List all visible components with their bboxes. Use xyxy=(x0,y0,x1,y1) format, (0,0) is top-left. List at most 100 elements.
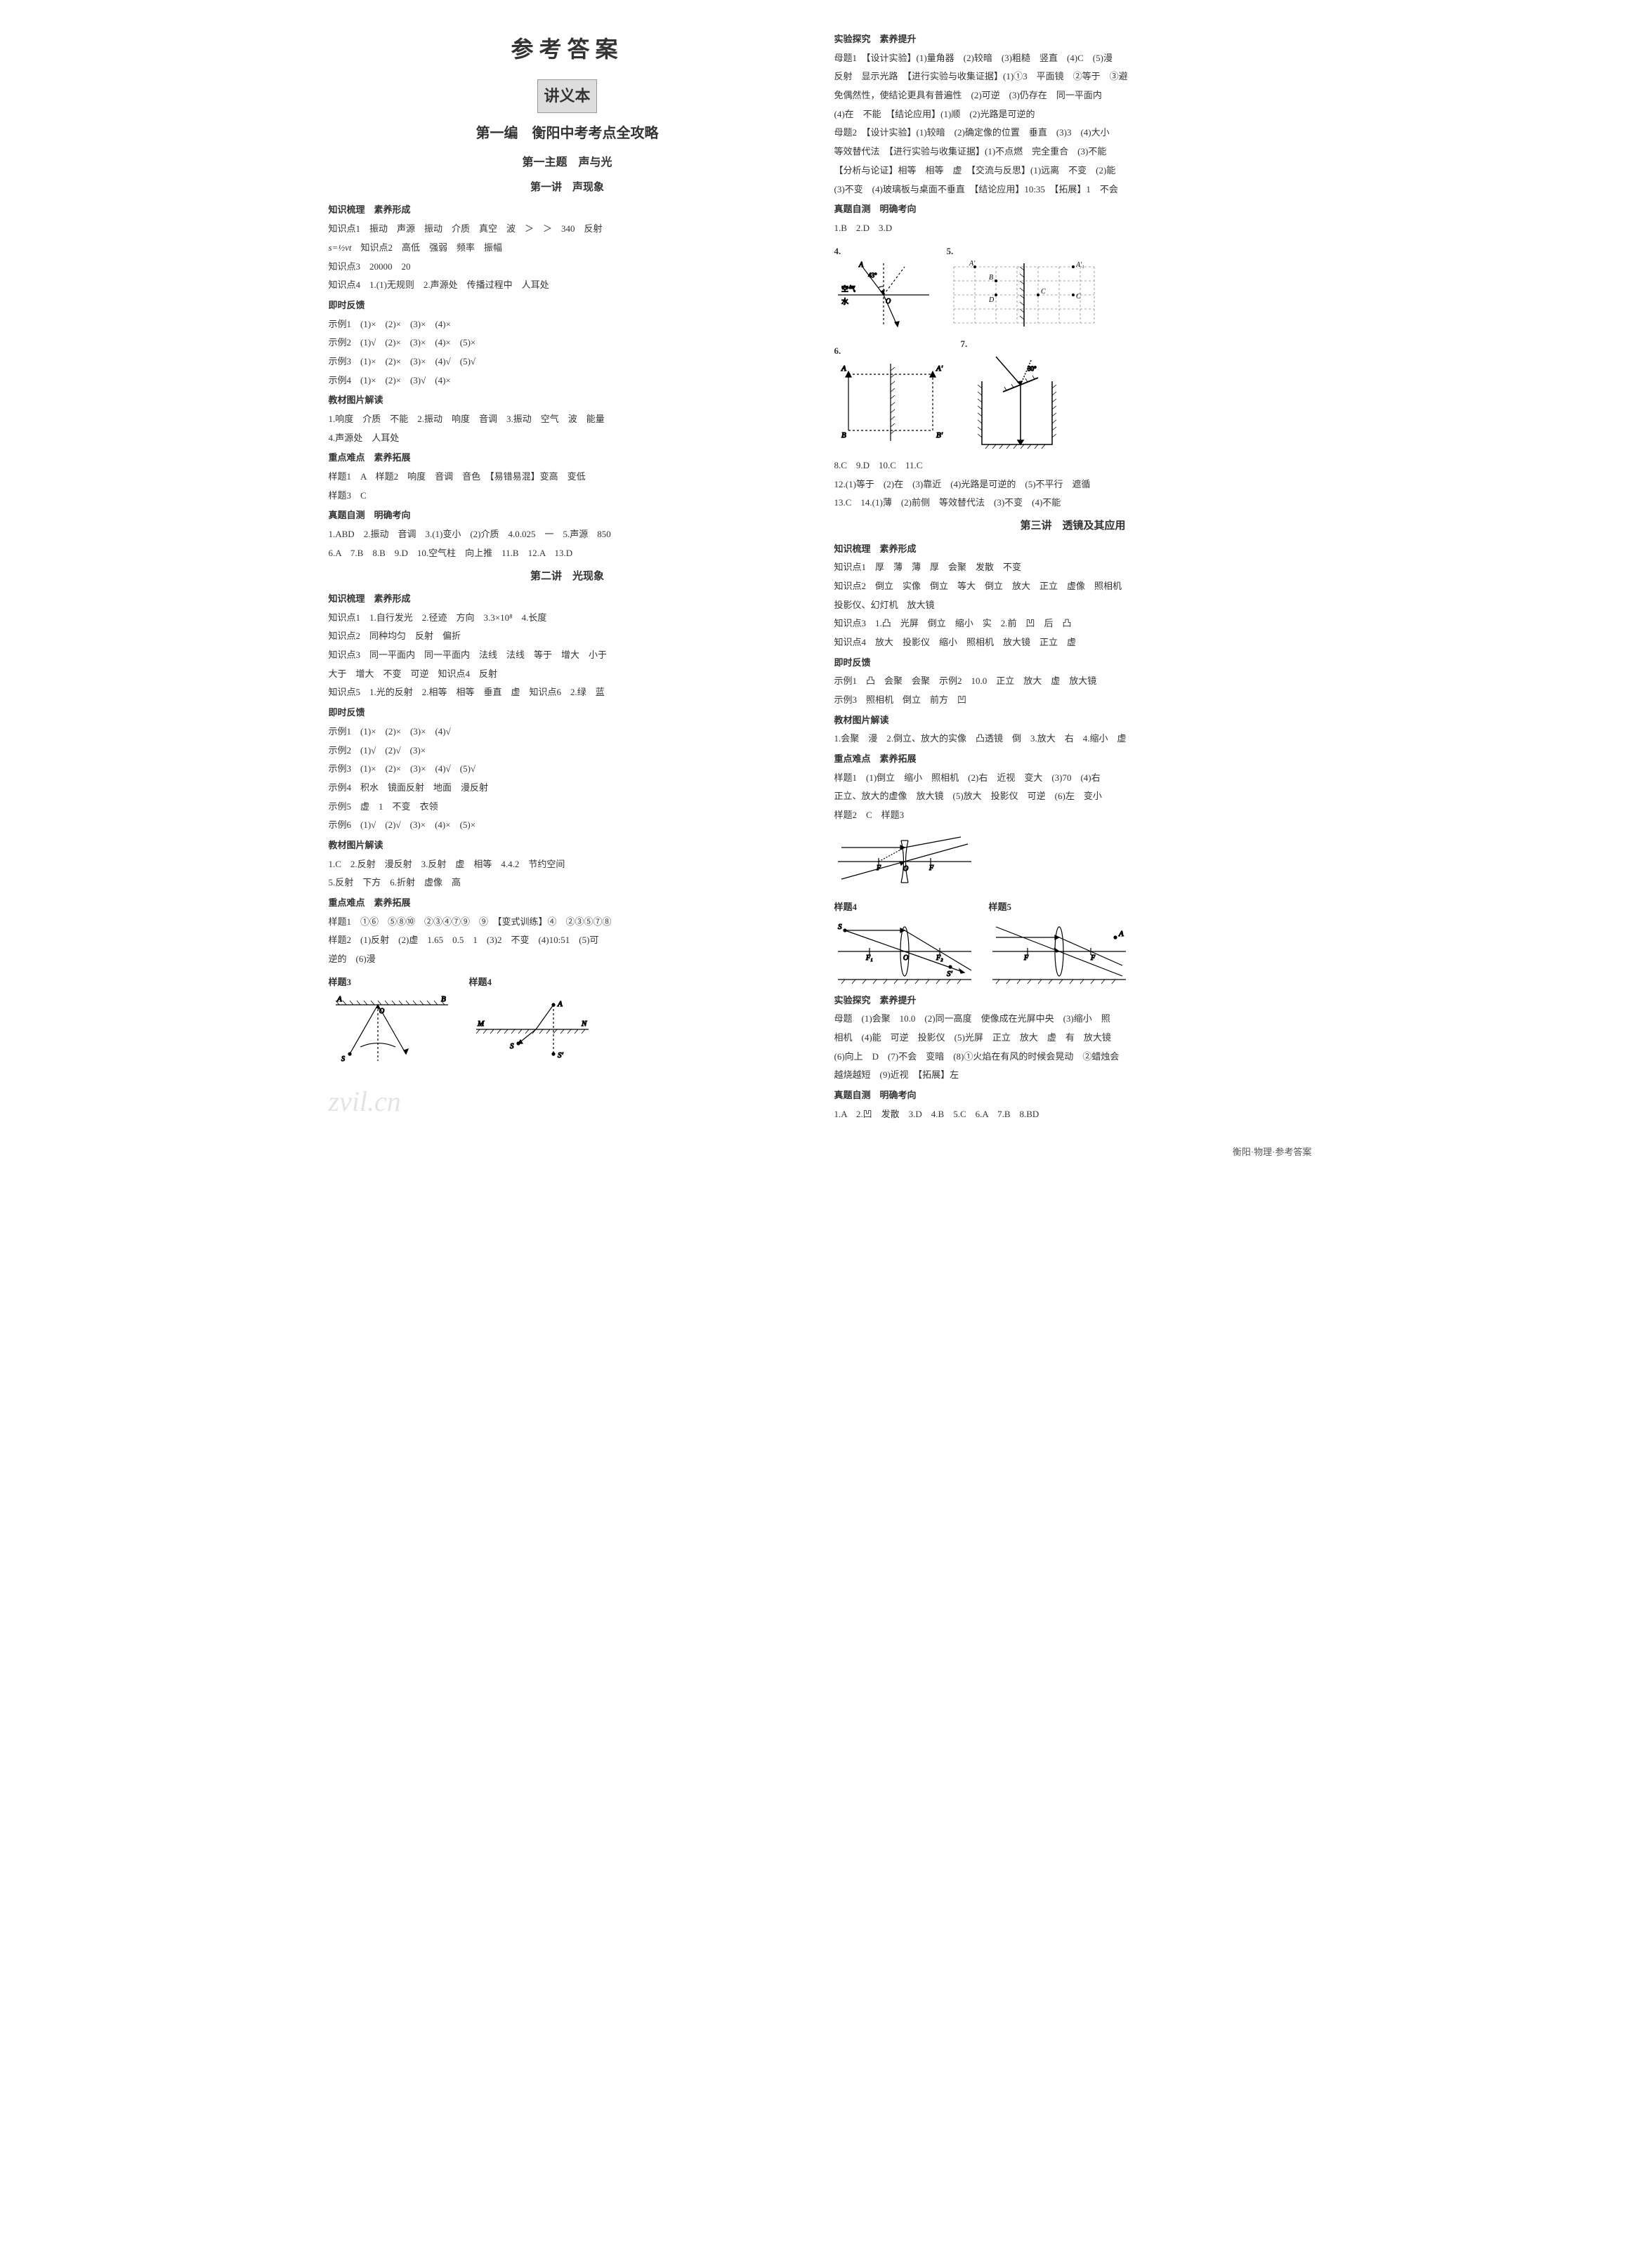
heading-jiaocai2: 教材图片解读 xyxy=(329,837,806,855)
diagram-5-wrap: 5. A' xyxy=(947,243,1101,331)
heading-zhongdian3: 重点难点 素养拓展 xyxy=(834,751,1312,768)
svg-text:O: O xyxy=(379,1008,384,1015)
text-after-formula: 知识点2 高低 强弱 频率 振幅 xyxy=(351,242,502,253)
diagram-row-5: 样题4 F₁ O F₂ S xyxy=(834,899,1312,987)
diagram-3-wrap: 样题3 A B xyxy=(329,974,455,1069)
text-line: 示例6 (1)√ (2)√ (3)× (4)× (5)× xyxy=(329,817,806,834)
svg-text:F: F xyxy=(1023,954,1029,962)
svg-text:A: A xyxy=(841,364,846,373)
diagram-s5-wrap: 样题5 F F A xyxy=(989,899,1129,987)
heading-shiyan2: 实验探究 素养提升 xyxy=(834,992,1312,1010)
text-line: 示例3 (1)× (2)× (3)× (4)√ (5)√ xyxy=(329,760,806,778)
diagram-convex-lens-2: F F A xyxy=(989,916,1129,987)
svg-text:D: D xyxy=(988,296,995,304)
text-line: 知识点4 1.(1)无规则 2.声源处 传播过程中 人耳处 xyxy=(329,277,806,294)
text-line: 母题2 【设计实验】(1)较暗 (2)确定像的位置 垂直 (3)3 (4)大小 xyxy=(834,124,1312,142)
heading-zhongdian: 重点难点 素养拓展 xyxy=(329,449,806,467)
text-line: (3)不变 (4)玻璃板与桌面不垂直 【结论应用】10:35 【拓展】1 不会 xyxy=(834,181,1312,199)
svg-text:S: S xyxy=(510,1042,514,1050)
text-line: 知识点2 同种均匀 反射 偏折 xyxy=(329,628,806,645)
diagram-row-4: F O F xyxy=(834,830,1312,893)
svg-text:43°: 43° xyxy=(868,272,877,279)
text-line: 知识点3 20000 20 xyxy=(329,258,806,276)
text-line: 样题1 ①⑥ ⑤⑧⑩ ②③④⑦⑨ ⑨ 【变式训练】④ ②③⑤⑦⑧ xyxy=(329,914,806,931)
text-line: 投影仪、幻灯机 放大镜 xyxy=(834,597,1312,614)
svg-text:B: B xyxy=(989,274,993,282)
svg-text:F: F xyxy=(929,864,934,872)
svg-text:O: O xyxy=(903,954,908,962)
heading-zhishi: 知识梳理 素养形成 xyxy=(329,202,806,219)
svg-text:F₂: F₂ xyxy=(936,954,943,962)
diagram-7-label: 7. xyxy=(961,338,968,349)
svg-text:M: M xyxy=(477,1020,485,1028)
text-line: 反射 显示光路 【进行实验与收集证据】(1)①3 平面镜 ②等于 ③避 xyxy=(834,68,1312,86)
svg-text:A: A xyxy=(1118,930,1124,938)
text-line: 1.会聚 漫 2.倒立、放大的实像 凸透镜 倒 3.放大 右 4.缩小 虚 xyxy=(834,730,1312,748)
text-line: 等效替代法 【进行实验与收集证据】(1)不点燃 完全重合 (3)不能 xyxy=(834,143,1312,161)
heading-zhenti2: 真题自测 明确考向 xyxy=(834,201,1312,218)
heading-zhishi2: 知识梳理 素养形成 xyxy=(329,591,806,608)
sub-title: 讲义本 xyxy=(537,79,596,113)
diagram-convex-lens-1: F₁ O F₂ S S' xyxy=(834,916,975,987)
diagram-concave-lens: F O F xyxy=(834,830,975,893)
text-line: 示例1 凸 会聚 会聚 示例2 10.0 正立 放大 虚 放大镜 xyxy=(834,673,1312,690)
svg-text:C: C xyxy=(1041,288,1046,296)
text-line: 知识点3 同一平面内 同一平面内 法线 法线 等于 增大 小于 xyxy=(329,647,806,664)
diagram-grid-image: A' B D C A'₁ C xyxy=(947,260,1101,330)
svg-text:S': S' xyxy=(947,970,953,978)
diagram-3-label: 样题3 xyxy=(329,977,352,987)
svg-text:B': B' xyxy=(936,431,943,440)
watermark-text: zvil.cn xyxy=(329,1075,806,1128)
lesson1-title: 第一讲 声现象 xyxy=(329,178,806,198)
heading-zhongdian2: 重点难点 素养拓展 xyxy=(329,895,806,912)
text-line: 样题1 A 样题2 响度 音调 音色 【易错易混】变高 变低 xyxy=(329,468,806,486)
text-line: 1.A 2.凹 发散 3.D 4.B 5.C 6.A 7.B 8.BD xyxy=(834,1106,1312,1123)
heading-jishi3: 即时反馈 xyxy=(834,654,1312,672)
heading-zhenti: 真题自测 明确考向 xyxy=(329,507,806,525)
diagram-row-1: 样题3 A B xyxy=(329,974,806,1069)
formula-val: ½vt xyxy=(338,242,351,253)
theme-title: 第一主题 声与光 xyxy=(329,152,806,173)
svg-text:空气: 空气 xyxy=(841,284,855,294)
text-line: 1.B 2.D 3.D xyxy=(834,220,1312,237)
heading-jiaocai3: 教材图片解读 xyxy=(834,712,1312,730)
heading-jishi2: 即时反馈 xyxy=(329,704,806,722)
text-line: 越烧越短 (9)近视 【拓展】左 xyxy=(834,1067,1312,1084)
heading-zhenti3: 真题自测 明确考向 xyxy=(834,1087,1312,1105)
left-column: 参考答案 讲义本 第一编 衡阳中考考点全攻略 第一主题 声与光 第一讲 声现象 … xyxy=(329,28,806,1161)
formula-s: s= xyxy=(329,242,339,253)
page-root: 参考答案 讲义本 第一编 衡阳中考考点全攻略 第一主题 声与光 第一讲 声现象 … xyxy=(329,28,1312,1161)
text-line: 样题2 (1)反射 (2)虚 1.65 0.5 1 (3)2 不变 (4)10:… xyxy=(329,932,806,949)
text-line: 示例1 (1)× (2)× (3)× (4)√ xyxy=(329,723,806,741)
svg-text:A: A xyxy=(858,261,864,269)
diagram-well-reflection: 30° xyxy=(961,353,1073,451)
diagram-refraction: 空气 水 O A 43° xyxy=(834,260,933,330)
svg-text:N: N xyxy=(581,1020,587,1028)
diagram-4-label: 样题4 xyxy=(469,977,492,987)
diagram-mirror-arrow: A B A' B' xyxy=(834,360,947,444)
heading-zhishi3: 知识梳理 素养形成 xyxy=(834,541,1312,558)
lesson2-title: 第二讲 光现象 xyxy=(329,567,806,587)
diagram-5-label: 5. xyxy=(947,246,954,256)
svg-text:F₁: F₁ xyxy=(865,954,873,962)
diagram-6-wrap: 6. A B xyxy=(834,343,947,444)
svg-text:O: O xyxy=(903,865,908,873)
diagram-4b-wrap: 4. 空气 水 O A 43° xyxy=(834,243,933,331)
text-line: 逆的 (6)漫 xyxy=(329,951,806,968)
svg-text:30°: 30° xyxy=(1028,365,1037,372)
text-line: 知识点1 厚 薄 薄 厚 会聚 发散 不变 xyxy=(834,559,1312,576)
main-title: 参考答案 xyxy=(329,28,806,71)
text-line: 示例2 (1)√ (2)× (3)× (4)× (5)× xyxy=(329,334,806,352)
text-line: 知识点4 放大 投影仪 缩小 照相机 放大镜 正立 虚 xyxy=(834,634,1312,652)
text-line: 知识点5 1.光的反射 2.相等 相等 垂直 虚 知识点6 2.绿 蓝 xyxy=(329,684,806,701)
heading-jiaocai: 教材图片解读 xyxy=(329,392,806,409)
diagram-mirror-reflection: A B xyxy=(329,991,455,1068)
sub-title-box: 讲义本 xyxy=(329,79,806,113)
text-line: 母题1 【设计实验】(1)量角器 (2)较暗 (3)粗糙 竖直 (4)C (5)… xyxy=(834,50,1312,67)
svg-text:B: B xyxy=(441,995,446,1003)
text-line: 样题1 (1)倒立 缩小 照相机 (2)右 近视 变大 (3)70 (4)右 xyxy=(834,770,1312,787)
text-line: 大于 增大 不变 可逆 知识点4 反射 xyxy=(329,666,806,683)
text-line: (4)在 不能 【结论应用】(1)顺 (2)光路是可逆的 xyxy=(834,106,1312,124)
svg-text:A': A' xyxy=(969,260,976,268)
text-line: 知识点1 振动 声源 振动 介质 真空 波 ＞ ＞ 340 反射 xyxy=(329,220,806,238)
